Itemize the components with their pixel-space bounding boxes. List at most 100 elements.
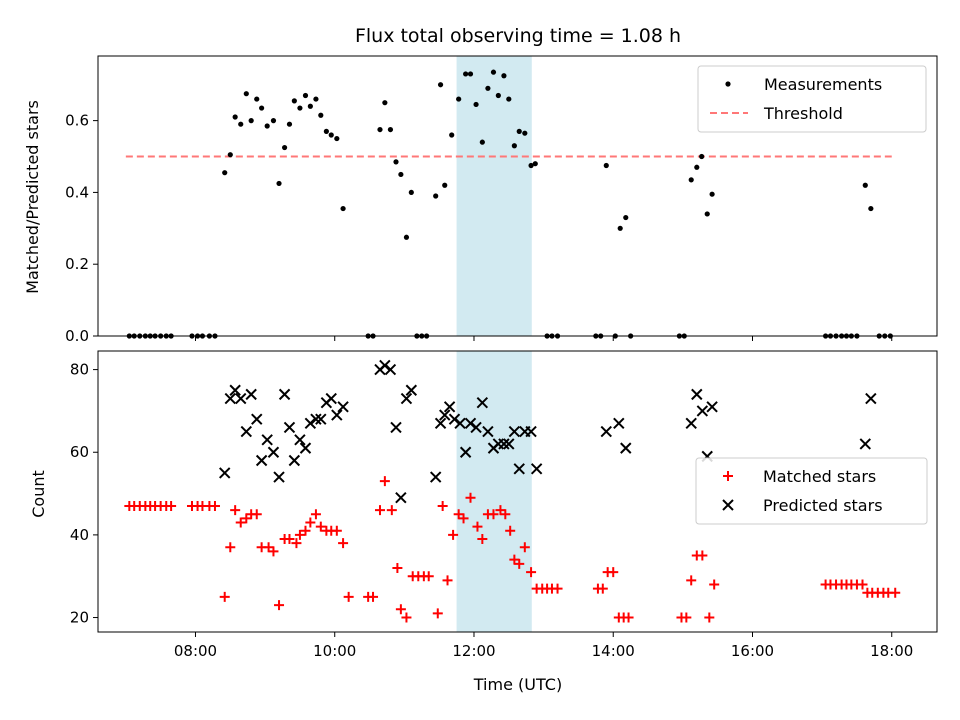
bottom-panel-point-1-32 <box>439 409 451 421</box>
bottom-legend-box <box>695 457 928 525</box>
bottom-panel-point-1-35 <box>454 417 466 430</box>
bottom-panel-point-1-58 <box>859 438 871 450</box>
top-panel-point-0-25 <box>281 144 288 151</box>
bottom-panel-point-1-48 <box>525 425 537 438</box>
top-panel-point-0-18 <box>243 91 249 97</box>
bottom-panel-point-1-22 <box>337 401 349 413</box>
bottom-panel-point-0-55 <box>458 513 469 524</box>
top-panel-point-0-66 <box>528 162 534 169</box>
top-panel-point-0-80 <box>688 177 694 183</box>
bottom-panel-point-0-35 <box>331 525 342 536</box>
bottom-panel-point-0-43 <box>392 562 403 573</box>
bottom-panel-point-0-14 <box>219 591 230 602</box>
bottom-panel-point-1-46 <box>513 463 525 475</box>
plot-layer: 0.0 0.2 0.4 0.6 Measurements Threshold 20 40 60 8… <box>65 55 938 660</box>
top-panel-point-0-31 <box>313 96 319 102</box>
bottom-panel-point-0-24 <box>274 600 285 611</box>
top-panel-point-0-24 <box>276 180 282 187</box>
top-panel-point-0-29 <box>302 92 309 99</box>
bottom-panel-point-1-12 <box>283 421 296 434</box>
bottom-panel-point-0-30 <box>305 517 316 528</box>
bottom-panel-point-1-30 <box>429 471 442 483</box>
bottom-panel-point-0-79 <box>623 612 634 623</box>
top-panel-point-0-57 <box>479 139 485 145</box>
bottom-panel-point-0-58 <box>477 534 488 545</box>
top-panel-point-0-27 <box>291 98 297 104</box>
top-panel-point-0-44 <box>403 234 410 240</box>
top-panel-point-0-49 <box>433 193 439 199</box>
legend-label-measurements: Measurements <box>764 75 882 94</box>
bottom-panel-point-0-45 <box>401 612 412 623</box>
bottom-panel-point-1-1 <box>224 392 236 405</box>
bottom-panel-point-1-2 <box>229 384 241 396</box>
x-tick-label-5: 18:00 <box>870 642 913 660</box>
top-panel-point-0-20 <box>254 96 260 102</box>
legend-label-predicted: Predicted stars <box>763 496 883 515</box>
top-panel-point-0-32 <box>318 112 324 118</box>
bottom-panel-point-0-57 <box>472 521 483 532</box>
bottom-panel-point-0-27 <box>291 538 302 549</box>
top-panel-point-0-41 <box>387 126 394 133</box>
top-panel-point-0-36 <box>340 205 346 212</box>
bottom-panel-point-1-34 <box>448 413 461 425</box>
bottom-panel-point-1-44 <box>503 438 515 450</box>
bottom-panel-point-1-15 <box>299 442 312 454</box>
top-panel-y-axis-label: Matched/Predicted stars <box>23 100 42 294</box>
bottom-panel-point-0-84 <box>697 550 708 561</box>
bottom-panel-point-1-18 <box>315 413 327 425</box>
bottom-panel-point-1-33 <box>443 401 456 413</box>
top-panel-point-0-82 <box>699 153 705 160</box>
bottom-panel-point-1-31 <box>434 417 447 430</box>
top-panel-frame <box>97 55 938 337</box>
bottom-panel-point-1-37 <box>464 417 477 430</box>
bottom-panel-point-1-39 <box>476 396 489 409</box>
bottom-panel-point-0-85 <box>704 612 715 623</box>
x-tick-label-2: 12:00 <box>452 642 495 660</box>
bottom-panel-point-0-8 <box>166 500 177 511</box>
bottom-panel-point-1-14 <box>294 434 306 446</box>
bottom-panel-point-1-45 <box>508 425 521 438</box>
x-tick-label-0: 08:00 <box>174 642 217 660</box>
bottom-panel-point-0-44 <box>395 604 406 615</box>
bottom-panel-point-1-3 <box>235 392 247 405</box>
top-panel-point-0-52 <box>449 132 455 138</box>
top-panel-point-0-59 <box>490 69 497 75</box>
top-panel-point-0-84 <box>709 191 715 197</box>
top-panel-point-0-50 <box>437 82 444 88</box>
bottom-panel-point-0-81 <box>681 612 692 623</box>
bottom-panel-point-0-15 <box>225 542 236 553</box>
bottom-panel-point-0-16 <box>230 505 241 516</box>
top-panel-point-0-45 <box>408 189 414 196</box>
bottom-panel-point-0-65 <box>514 558 525 569</box>
bottom-panel-point-0-66 <box>519 542 530 553</box>
bottom-panel-point-0-17 <box>235 517 246 528</box>
bottom-panel-point-0-32 <box>315 521 326 532</box>
bottom-panel-point-0-49 <box>423 571 434 582</box>
chart-title: Flux total observing time = 1.08 h <box>355 25 681 47</box>
bottom-panel-point-1-25 <box>384 363 397 376</box>
top-panel-point-0-76 <box>623 214 629 221</box>
top-panel-point-0-23 <box>270 118 277 124</box>
bottom-panel-point-0-40 <box>374 505 385 516</box>
bottom-panel-point-1-29 <box>405 384 418 396</box>
top-panel-point-0-67 <box>532 161 538 167</box>
top-panel-point-0-30 <box>307 103 313 109</box>
top-panel-point-0-17 <box>238 121 244 127</box>
bottom-panel-point-1-7 <box>255 454 268 467</box>
top-panel-point-0-92 <box>862 182 868 188</box>
bottom-panel-point-1-53 <box>685 417 697 430</box>
bottom-panel-y-tick-label-0: 20 <box>70 609 89 627</box>
bottom-panel-point-0-72 <box>552 583 563 594</box>
x-tick-label-3: 14:00 <box>592 642 635 660</box>
bottom-panel-point-0-26 <box>284 534 295 545</box>
bottom-panel-point-1-55 <box>696 405 709 417</box>
bottom-panel-point-0-23 <box>268 546 279 557</box>
bottom-panel-point-0-39 <box>368 591 379 602</box>
x-axis-label: Time (UTC) <box>473 675 562 694</box>
top-panel-point-0-73 <box>603 162 609 169</box>
top-panel-point-0-28 <box>297 105 303 111</box>
top-panel-point-0-54 <box>463 71 469 77</box>
bottom-panel-point-0-42 <box>386 505 397 516</box>
bottom-panel-point-0-62 <box>500 509 511 520</box>
